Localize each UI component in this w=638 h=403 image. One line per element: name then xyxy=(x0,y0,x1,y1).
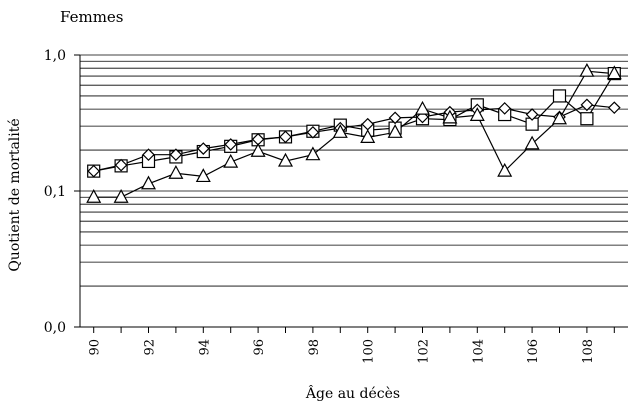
y-tick-label: 0,0 xyxy=(44,320,66,336)
square-marker xyxy=(580,112,594,126)
diamond-marker xyxy=(525,108,539,121)
diamond-marker xyxy=(388,111,402,125)
x-tick-label: 96 xyxy=(252,339,267,356)
axes: 1,0 0,1 0,0 90 92 94 96 98 100 102 104 106 108 xyxy=(44,48,628,364)
x-tick-label: 92 xyxy=(143,339,158,356)
y-tick-label: 1,0 xyxy=(44,48,66,64)
triangle-marker xyxy=(387,124,403,138)
x-tick-label: 108 xyxy=(581,339,596,364)
x-tick-label: 106 xyxy=(526,339,541,364)
chart-title: Femmes xyxy=(60,8,124,26)
diamond-marker xyxy=(169,148,183,162)
diamond-marker xyxy=(498,102,512,115)
triangle-marker xyxy=(606,65,622,80)
diamond-marker xyxy=(580,98,594,112)
triangle-marker xyxy=(250,142,266,157)
triangle-marker xyxy=(469,107,485,121)
square-marker xyxy=(552,89,567,103)
diamond-marker xyxy=(224,138,238,151)
x-tick-label: 100 xyxy=(362,339,377,364)
triangle-marker xyxy=(195,168,211,183)
x-tick-label: 104 xyxy=(471,339,486,364)
grid xyxy=(80,54,628,287)
triangle-marker xyxy=(442,109,458,124)
triangle-marker xyxy=(86,188,102,203)
triangle-marker xyxy=(140,175,157,190)
triangle-marker xyxy=(579,62,595,77)
triangle-marker xyxy=(551,110,568,125)
x-tick-label: 98 xyxy=(307,339,322,356)
triangle-marker xyxy=(277,152,294,167)
diamond-marker xyxy=(607,101,621,115)
y-tick-label: 0,1 xyxy=(44,184,66,200)
triangle-marker xyxy=(168,165,184,179)
diamond-marker xyxy=(306,125,320,139)
x-tick-label: 90 xyxy=(88,339,103,356)
triangle-marker xyxy=(497,162,513,177)
diamond-marker xyxy=(87,164,101,178)
x-axis-label: Âge au décès xyxy=(305,384,400,402)
triangle-marker xyxy=(414,100,431,115)
triangle-marker xyxy=(360,129,376,143)
diamond-marker xyxy=(114,158,128,172)
diamond-marker xyxy=(279,130,292,144)
triangle-marker xyxy=(113,188,129,203)
diamond-marker xyxy=(196,142,210,155)
x-tick-label: 102 xyxy=(417,339,432,364)
triangle-marker xyxy=(332,124,348,138)
series xyxy=(86,62,622,203)
diamond-marker xyxy=(142,148,155,162)
triangle-marker xyxy=(223,153,239,168)
triangle-marker xyxy=(305,146,321,161)
y-axis-label: Quotient de mortalité xyxy=(7,118,23,271)
x-tick-label: 94 xyxy=(197,339,212,356)
triangle-marker xyxy=(524,135,540,150)
